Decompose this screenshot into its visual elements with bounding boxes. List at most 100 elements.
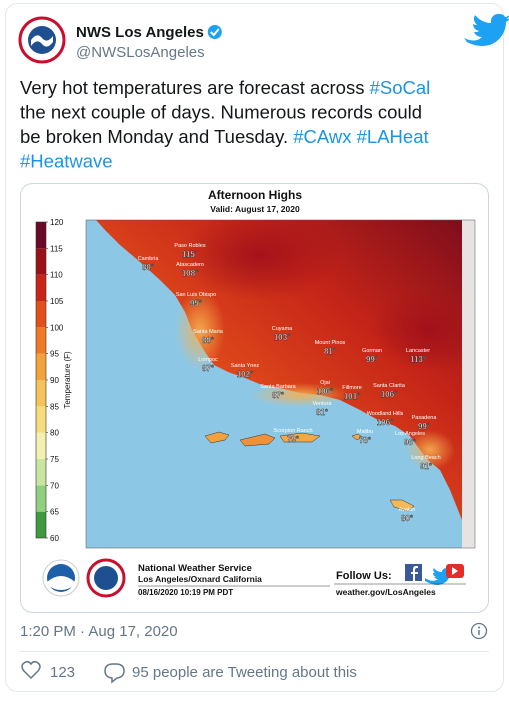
island bbox=[239, 433, 276, 447]
island bbox=[389, 499, 415, 512]
twitter-logo[interactable] bbox=[464, 13, 509, 46]
city-temp: 95° bbox=[190, 299, 202, 308]
city-name: Fillmore bbox=[342, 385, 362, 391]
tweet-line: #Heatwave bbox=[20, 151, 113, 172]
city-name: Long Beach bbox=[411, 455, 440, 461]
text-run: be broken Monday and Tuesday. bbox=[20, 126, 293, 147]
city-name: Ojai bbox=[320, 380, 330, 386]
colorbar-tick-label: 80 bbox=[50, 429, 59, 438]
city-name: Scorpion Ranch bbox=[273, 428, 312, 434]
tweet-line: the next couple of days. Numerous record… bbox=[20, 102, 422, 123]
heat-zone bbox=[370, 290, 475, 370]
colorbar-label: Temperature (F) bbox=[63, 351, 72, 409]
colorbar-tick-label: 60 bbox=[50, 534, 59, 543]
city-temp: 106° bbox=[377, 418, 394, 427]
island bbox=[204, 431, 230, 444]
noaa-gull bbox=[47, 576, 75, 590]
colorbar-band bbox=[36, 222, 46, 249]
city-name: Lancaster bbox=[406, 348, 430, 354]
city-name: San Luis Obispo bbox=[176, 292, 216, 298]
colorbar-tick-label: 110 bbox=[50, 271, 63, 280]
city-temp: 80° bbox=[401, 514, 413, 523]
city-temp: 99° bbox=[418, 422, 430, 431]
coastal-zone bbox=[250, 383, 350, 407]
city-temp: 115° bbox=[182, 250, 198, 259]
hashtag[interactable]: #SoCal bbox=[370, 77, 431, 98]
city-temp: 106° bbox=[317, 387, 334, 396]
city-temp: 106° bbox=[381, 390, 398, 399]
tweet-line: Very hot temperatures are forecast acros… bbox=[20, 77, 430, 98]
city-name: Santa Barbara bbox=[260, 384, 296, 390]
colorbar-tick-label: 100 bbox=[50, 323, 64, 332]
colorbar-band bbox=[36, 485, 46, 512]
city-name: Atascadero bbox=[176, 262, 204, 268]
verified-check bbox=[210, 28, 220, 37]
reply-icon[interactable] bbox=[104, 663, 125, 684]
city-name: Pasadena bbox=[412, 415, 438, 421]
city-temp: 103° bbox=[274, 333, 291, 342]
colorbar-band bbox=[36, 248, 46, 275]
map-subtitle: Valid: August 17, 2020 bbox=[210, 204, 300, 214]
city-temp: 113° bbox=[410, 355, 426, 364]
colorbar-band bbox=[36, 301, 46, 328]
city-name: Lompoc bbox=[198, 357, 218, 363]
colorbar-tick-label: 90 bbox=[50, 376, 59, 385]
conversation-link[interactable]: 95 people are Tweeting about this bbox=[132, 664, 357, 681]
footer-issued: 08/16/2020 10:19 PM PDT bbox=[138, 588, 233, 597]
text-run: the next couple of days. Numerous record… bbox=[20, 102, 422, 123]
footer-url: weather.gov/LosAngeles bbox=[335, 587, 436, 597]
colorbar-tick-label: 120 bbox=[50, 218, 64, 227]
island bbox=[351, 433, 363, 441]
city-temp: 99° bbox=[366, 355, 378, 364]
avatar-wave bbox=[31, 35, 53, 47]
footer-office: National Weather Service bbox=[138, 563, 252, 574]
like-icon[interactable] bbox=[21, 660, 41, 680]
footer-location: Los Angeles/Oxnard California bbox=[138, 574, 262, 584]
youtube-play bbox=[452, 567, 458, 575]
colorbar-tick-label: 105 bbox=[50, 297, 64, 306]
colorbar-band bbox=[36, 353, 46, 380]
city-name: Woodland Hills bbox=[367, 411, 404, 417]
city-name: Los Angeles bbox=[395, 431, 425, 437]
colorbar-band bbox=[36, 432, 46, 459]
map-frame bbox=[85, 219, 476, 549]
city-name: Avalon bbox=[399, 507, 416, 513]
text-run: Very hot temperatures are forecast acros… bbox=[20, 77, 370, 98]
colorbar-tick-label: 65 bbox=[50, 508, 59, 517]
coastal-zone bbox=[405, 430, 455, 470]
verified-badge bbox=[207, 25, 222, 39]
info-icon[interactable] bbox=[470, 622, 488, 640]
out-of-area bbox=[462, 220, 475, 548]
display-name[interactable]: NWS Los Angeles bbox=[76, 24, 204, 41]
handle[interactable]: @NWSLosAngeles bbox=[76, 44, 205, 61]
city-name: Cuyama bbox=[272, 326, 293, 332]
city-temp: 79° bbox=[287, 435, 299, 444]
city-name: Gorman bbox=[362, 348, 382, 354]
colorbar-tick-label: 75 bbox=[50, 455, 59, 464]
map-title: Afternoon Highs bbox=[208, 188, 302, 202]
island bbox=[279, 432, 321, 443]
heat-zone bbox=[180, 220, 340, 300]
city-temp: 87° bbox=[202, 364, 214, 373]
city-temp: 88° bbox=[202, 336, 214, 345]
colorbar-tick-label: 70 bbox=[50, 481, 59, 490]
city-temp: 108° bbox=[182, 269, 199, 278]
city-temp: 81° bbox=[324, 347, 336, 356]
city-name: Mount Pinos bbox=[315, 340, 346, 346]
city-name: Santa Maria bbox=[193, 329, 224, 335]
colorbar-band bbox=[36, 380, 46, 407]
colorbar: 60 65 70 75 80 85 90 95 100 105 110 115 120 Temperatu… bbox=[35, 218, 72, 543]
city-temp: 96° bbox=[404, 438, 416, 447]
hashtag[interactable]: #CAwx bbox=[293, 126, 352, 147]
city-temp: 87° bbox=[272, 391, 284, 400]
info-glyph bbox=[478, 626, 480, 629]
city-temp: 101° bbox=[344, 392, 361, 401]
hashtag[interactable]: #Heatwave bbox=[20, 151, 113, 172]
colorbar-tick-label: 85 bbox=[50, 402, 59, 411]
city-temp: 80° bbox=[142, 263, 154, 272]
hashtag[interactable]: #LAHeat bbox=[357, 126, 429, 147]
timestamp[interactable]: 1:20 PM · Aug 17, 2020 bbox=[20, 623, 178, 640]
